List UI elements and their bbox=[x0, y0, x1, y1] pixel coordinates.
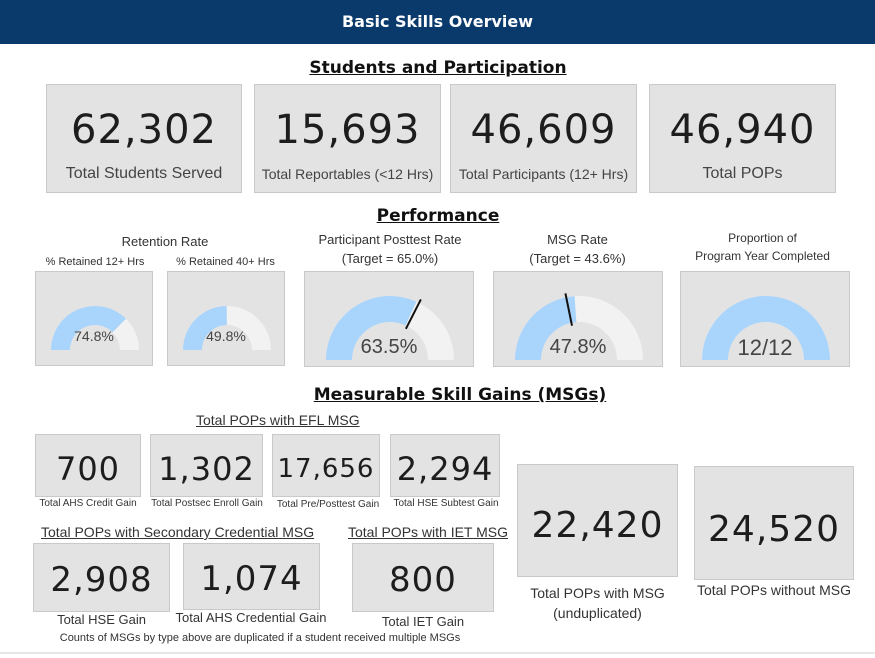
gauge-svg bbox=[326, 296, 454, 360]
posttest-rate-title: Participant Posttest Rate bbox=[318, 232, 462, 247]
msg-rate-title: MSG Rate bbox=[547, 232, 608, 247]
card-value: 24,520 bbox=[708, 509, 840, 550]
total-reportables-card[interactable]: 15,693 Total Reportables (<12 Hrs) bbox=[254, 84, 441, 193]
gauge-retained-12[interactable]: 74.8% bbox=[35, 271, 153, 366]
card-label: Total POPs bbox=[702, 165, 783, 182]
card-value: 1,302 bbox=[158, 450, 255, 488]
postsec-enroll-gain-card[interactable]: 1,302 bbox=[150, 434, 263, 497]
gauge-fill bbox=[702, 295, 830, 360]
card-label: Total Reportables (<12 Hrs) bbox=[261, 166, 434, 182]
efl-msg-link[interactable]: Total POPs with EFL MSG bbox=[196, 412, 360, 428]
hse-subtest-gain-label: Total HSE Subtest Gain bbox=[393, 498, 499, 509]
ahs-credit-gain-label: Total AHS Credit Gain bbox=[39, 498, 137, 509]
card-value: 2,908 bbox=[50, 560, 153, 600]
gauge-value: 63.5% bbox=[360, 336, 418, 358]
retained-40-title: % Retained 40+ Hrs bbox=[176, 256, 275, 268]
students-section-title: Students and Participation bbox=[309, 58, 567, 78]
retained-12-title: % Retained 12+ Hrs bbox=[45, 256, 145, 268]
gauge-svg bbox=[183, 306, 271, 350]
gauge-target-marker bbox=[404, 298, 422, 330]
iet-gain-label: Total IET Gain bbox=[381, 614, 465, 629]
gauge-posttest-rate[interactable]: 63.5% bbox=[304, 271, 474, 367]
card-value: 700 bbox=[55, 450, 121, 488]
card-value: 15,693 bbox=[274, 107, 421, 153]
card-value: 22,420 bbox=[531, 505, 664, 546]
ahs-credential-gain-card[interactable]: 1,074 bbox=[183, 543, 320, 610]
proportion-subtitle: Program Year Completed bbox=[695, 249, 830, 263]
hse-gain-card[interactable]: 2,908 bbox=[33, 543, 170, 612]
card-value: 2,294 bbox=[396, 450, 494, 488]
postsec-enroll-gain-label: Total Postsec Enroll Gain bbox=[151, 498, 263, 509]
gauge-fill bbox=[183, 306, 227, 350]
card-label: Total Participants (12+ Hrs) bbox=[458, 166, 629, 182]
card-value: 62,302 bbox=[71, 107, 217, 153]
gauge-svg bbox=[702, 295, 830, 360]
gauge-svg bbox=[515, 293, 643, 360]
gauge-target-marker bbox=[564, 293, 573, 326]
gauge-retained-40[interactable]: 49.8% bbox=[167, 271, 285, 366]
total-pops-card[interactable]: 46,940 Total POPs bbox=[649, 84, 836, 193]
msg-rate-target: (Target = 43.6%) bbox=[529, 251, 626, 266]
gauge-fill bbox=[515, 296, 577, 360]
duplication-footnote: Counts of MSGs by type above are duplica… bbox=[59, 632, 461, 644]
gauge-value: 12/12 bbox=[737, 335, 793, 360]
gauge-value: 74.8% bbox=[74, 328, 114, 344]
ahs-credit-gain-card[interactable]: 700 bbox=[35, 434, 141, 497]
pre-posttest-gain-label: Total Pre/Posttest Gain bbox=[276, 499, 380, 510]
gauge-year-completed[interactable]: 12/12 bbox=[680, 271, 850, 367]
performance-section-title: Performance bbox=[376, 206, 500, 226]
gauge-value: 47.8% bbox=[549, 336, 607, 358]
hse-subtest-gain-card[interactable]: 2,294 bbox=[390, 434, 500, 497]
card-value: 46,609 bbox=[470, 107, 617, 153]
gauge-fill bbox=[326, 296, 417, 360]
secondary-credential-msg-link[interactable]: Total POPs with Secondary Credential MSG bbox=[41, 524, 315, 540]
pops-without-msg-card[interactable]: 24,520 bbox=[694, 466, 854, 580]
gauge-value: 49.8% bbox=[206, 328, 246, 344]
card-value: 800 bbox=[389, 560, 457, 600]
dashboard-header: Basic Skills Overview bbox=[0, 0, 875, 44]
card-value: 1,074 bbox=[200, 559, 303, 599]
iet-gain-card[interactable]: 800 bbox=[352, 543, 494, 612]
pops-with-msg-label: Total POPs with MSG bbox=[530, 585, 665, 601]
gauge-fill bbox=[51, 306, 126, 350]
card-value: 46,940 bbox=[669, 107, 816, 153]
proportion-title: Proportion of bbox=[728, 231, 797, 245]
hse-gain-label: Total HSE Gain bbox=[57, 612, 146, 627]
ahs-credential-gain-label: Total AHS Credential Gain bbox=[175, 610, 327, 625]
iet-msg-link[interactable]: Total POPs with IET MSG bbox=[348, 524, 509, 540]
pops-without-msg-label: Total POPs without MSG bbox=[696, 582, 852, 598]
dashboard-title: Basic Skills Overview bbox=[341, 12, 534, 31]
pre-posttest-gain-card[interactable]: 17,656 bbox=[272, 434, 380, 497]
retention-rate-title: Retention Rate bbox=[121, 234, 209, 249]
card-label: Total Students Served bbox=[65, 165, 223, 182]
msg-section-title: Measurable Skill Gains (MSGs) bbox=[313, 385, 607, 405]
total-participants-card[interactable]: 46,609 Total Participants (12+ Hrs) bbox=[450, 84, 637, 193]
card-value: 17,656 bbox=[277, 454, 375, 484]
gauge-msg-rate[interactable]: 47.8% bbox=[493, 271, 663, 367]
pops-with-msg-sublabel: (unduplicated) bbox=[553, 605, 642, 621]
posttest-rate-target: (Target = 65.0%) bbox=[341, 251, 439, 266]
bottom-divider bbox=[0, 652, 875, 654]
pops-with-msg-card[interactable]: 22,420 bbox=[517, 464, 678, 577]
gauge-svg bbox=[51, 306, 139, 350]
total-students-card[interactable]: 62,302 Total Students Served bbox=[46, 84, 242, 193]
